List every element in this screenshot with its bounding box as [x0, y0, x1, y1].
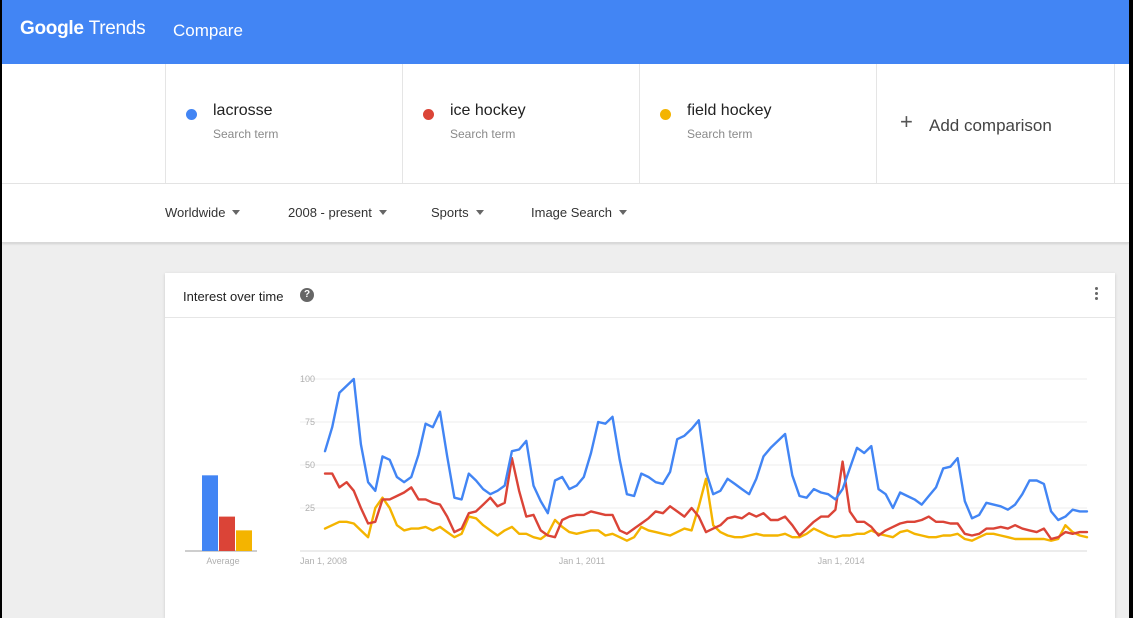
term-name: field hockey: [687, 102, 772, 119]
card-header: Interest over time ?: [165, 273, 1115, 318]
more-vert-icon[interactable]: [1093, 287, 1099, 303]
add-comparison-label: Add comparison: [929, 116, 1052, 135]
y-tick-label: 75: [305, 417, 315, 427]
y-tick-label: 25: [305, 503, 315, 513]
filter-label: 2008 - present: [288, 205, 372, 220]
logo-google-text: Google: [20, 18, 84, 39]
category-filter-dropdown[interactable]: Sports: [431, 205, 484, 220]
time-range-filter-dropdown[interactable]: 2008 - present: [288, 205, 387, 220]
caret-down-icon: [232, 210, 241, 215]
term-card-ice-hockey[interactable]: ice hockey Search term: [402, 64, 639, 183]
filter-label: Worldwide: [165, 205, 226, 220]
google-trends-logo[interactable]: Google Trends: [20, 18, 146, 40]
caret-down-icon: [618, 210, 627, 215]
plus-icon: +: [900, 109, 913, 134]
series-line-ice-hockey: [323, 456, 1089, 541]
series-color-dot: [660, 109, 671, 120]
x-tick-label: Jan 1, 2008: [300, 556, 347, 566]
help-circle-icon[interactable]: ?: [300, 288, 314, 302]
term-subtitle: Search term: [450, 127, 516, 141]
average-bar: [236, 530, 252, 551]
term-name: lacrosse: [213, 102, 273, 119]
term-card-lacrosse[interactable]: lacrosse Search term: [165, 64, 402, 183]
filter-label: Sports: [431, 205, 469, 220]
filter-bar: Worldwide 2008 - present Sports Image Se…: [2, 184, 1129, 243]
term-card-field-hockey[interactable]: field hockey Search term: [639, 64, 876, 183]
caret-down-icon: [475, 210, 484, 215]
filter-label: Image Search: [531, 205, 612, 220]
logo-trends-text: Trends: [88, 18, 146, 39]
x-tick-label: Jan 1, 2014: [818, 556, 865, 566]
series-color-dot: [186, 109, 197, 120]
search-type-filter-dropdown[interactable]: Image Search: [531, 205, 627, 220]
series-line-field-hockey: [323, 477, 1089, 542]
average-bar: [202, 475, 218, 551]
average-bar: [219, 516, 235, 551]
x-tick-label: Jan 1, 2011: [559, 556, 605, 566]
series-color-dot: [423, 109, 434, 120]
term-subtitle: Search term: [213, 127, 279, 141]
interest-over-time-card: Interest over time ? 25 50 75 100 Jan 1, 200…: [165, 273, 1115, 618]
term-subtitle: Search term: [687, 127, 753, 141]
caret-down-icon: [378, 210, 387, 215]
y-tick-label: 50: [305, 460, 315, 470]
card-title: Interest over time: [183, 289, 284, 304]
top-bar: Google Trends Compare: [2, 0, 1129, 64]
add-comparison-button[interactable]: + Add comparison: [876, 64, 1115, 183]
series-line-lacrosse: [323, 377, 1089, 522]
y-tick-label: 100: [300, 374, 315, 384]
term-name: ice hockey: [450, 102, 526, 119]
page-title: Compare: [173, 21, 243, 40]
average-label: Average: [206, 556, 239, 566]
region-filter-dropdown[interactable]: Worldwide: [165, 205, 241, 220]
search-terms-bar: lacrosse Search term ice hockey Search t…: [2, 64, 1129, 184]
interest-over-time-chart: 25 50 75 100 Jan 1, 2008 Jan 1, 2011 Jan 1, 20…: [185, 374, 1089, 566]
